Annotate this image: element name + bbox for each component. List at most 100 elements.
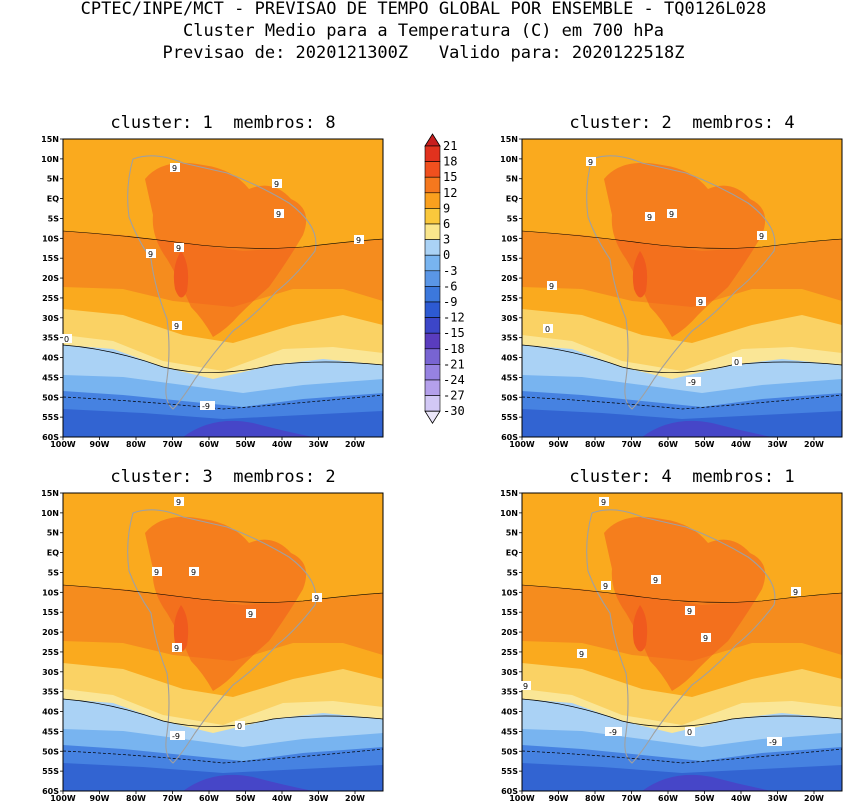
lat-tick-label: 25S — [42, 294, 59, 303]
colorbar-swatch — [424, 145, 441, 162]
lat-tick-label: 15S — [501, 254, 518, 263]
contour-label-text: 9 — [703, 634, 708, 643]
contour-label: 9 — [651, 575, 661, 585]
lat-tick-label: 5N — [47, 529, 59, 538]
lat-tick-label: 60S — [501, 787, 518, 796]
lon-tick-label: 20W — [804, 440, 824, 449]
lat-tick-label: 15N — [41, 135, 59, 144]
lat-tick-label: 55S — [42, 767, 59, 776]
contour-m9 — [63, 748, 383, 764]
colorbar-label: 9 — [443, 201, 450, 215]
lat-tick-label: 60S — [42, 787, 59, 796]
contour-label: 9 — [272, 179, 282, 189]
contour-label-text: 9 — [588, 158, 593, 167]
lat-tick-label: 20S — [501, 628, 518, 637]
lat-tick-label: 10N — [500, 509, 518, 518]
colorbar-label: 18 — [443, 155, 457, 169]
map-panel-2: 9 9 9 9 9 9 0 0 -9 15N 10N 5N EQ 5S 10S 15S 20S 25S 30S 35S… — [500, 135, 843, 449]
lat-tick-label: 5S — [48, 214, 60, 223]
lat-tick-label: 20S — [501, 274, 518, 283]
contour-label-text: 9 — [274, 180, 279, 189]
field-15-core — [173, 251, 189, 298]
contour-label: 9 — [547, 281, 557, 291]
contour-label-text: 9 — [154, 568, 159, 577]
colorbar-label: -27 — [443, 389, 465, 403]
contour-label-text: -9 — [609, 728, 617, 737]
lat-tick-label: 40S — [501, 708, 518, 717]
lon-tick-label: 70W — [163, 794, 183, 803]
contour-label: 9 — [577, 649, 587, 659]
contour-label: -9 — [686, 377, 701, 387]
contour-label-text: 9 — [759, 232, 764, 241]
contour-label: 9 — [172, 643, 182, 653]
contour-label-text: 0 — [687, 728, 692, 737]
lat-tick-label: 35S — [501, 334, 518, 343]
lon-tick-label: 90W — [90, 440, 110, 449]
map-panel-4: 99999999-00-9-915N10N5NEQ5S10S15S20S25S3… — [500, 489, 843, 803]
panel-1-title: cluster: 1 membros: 8 — [110, 113, 336, 133]
lat-tick-label: EQ — [506, 549, 518, 558]
lat-tick-label: 5S — [507, 568, 519, 577]
lat-tick-label: 35S — [501, 688, 518, 697]
contour-label: 9 — [146, 249, 156, 259]
colorbar-swatch — [424, 379, 441, 396]
contour-label-text: 0 — [734, 358, 739, 367]
lat-tick-label: 50S — [501, 747, 518, 756]
contour-label: 0 — [543, 324, 553, 334]
lat-tick-label: 45S — [501, 373, 518, 382]
header-line-2: Cluster Medio para a Temperatura (C) em … — [182, 21, 665, 41]
colorbar-label: -12 — [443, 311, 465, 325]
lat-tick-label: 60S — [501, 433, 518, 442]
lat-tick-label: 5N — [506, 175, 518, 184]
lon-tick-label: 30W — [768, 440, 788, 449]
field-m15-m12 — [642, 774, 772, 791]
contour-label-text: -9 — [202, 402, 210, 411]
colorbar-swatch — [424, 301, 441, 318]
colorbar-swatch — [424, 223, 441, 240]
header-line-3: Previsao de: 2020121300Z Valido para: 20… — [162, 43, 685, 63]
contour-9 — [63, 230, 383, 249]
panel-3-title: cluster: 3 membros: 2 — [110, 467, 336, 487]
field-15-core — [632, 251, 648, 298]
contour-label: 9 — [791, 587, 801, 597]
lat-tick-label: 25S — [501, 294, 518, 303]
lat-tick-label: 5S — [507, 214, 519, 223]
lat-tick-label: 10S — [501, 234, 518, 243]
lon-tick-label: 90W — [90, 794, 110, 803]
lon-tick-label: 30W — [309, 794, 329, 803]
lat-tick-label: 15N — [500, 489, 518, 498]
lon-tick-label: 40W — [272, 794, 292, 803]
lat-tick-label: 40S — [42, 708, 59, 717]
lat-tick-label: 10N — [500, 155, 518, 164]
contour-label-text: 9 — [176, 498, 181, 507]
colorbar-swatch — [424, 208, 441, 225]
colorbar-swatch — [424, 254, 441, 272]
map-frame — [62, 138, 384, 438]
colorbar-label: -30 — [443, 404, 465, 418]
contour-label-text: 0 — [237, 722, 242, 731]
contour-label-text: 9 — [793, 588, 798, 597]
lon-tick-label: 100W — [509, 794, 535, 803]
contour-m9 — [522, 748, 842, 764]
lat-tick-label: 30S — [501, 668, 518, 677]
contour-label-text: 9 — [698, 298, 703, 307]
colorbar-label: -6 — [443, 279, 457, 293]
lon-tick-label: 50W — [695, 794, 715, 803]
contour-0 — [522, 344, 842, 373]
contour-label-text: 9 — [687, 607, 692, 616]
panel-4-title: cluster: 4 membros: 1 — [569, 467, 795, 487]
colorbar-bottom-arrow — [424, 410, 441, 424]
contour-label: 9 — [189, 567, 199, 577]
lon-tick-label: 40W — [731, 794, 751, 803]
colorbar-swatch — [424, 161, 441, 178]
lat-tick-label: EQ — [47, 195, 59, 204]
lat-tick-label: 10N — [41, 155, 59, 164]
contour-label-text: 9 — [148, 250, 153, 259]
colorbar-label: -18 — [443, 342, 465, 356]
contour-label-text: 9 — [176, 244, 181, 253]
contour-label: 9 — [170, 163, 180, 173]
colorbar-label: 3 — [443, 233, 450, 247]
lat-tick-label: 45S — [42, 727, 59, 736]
lon-tick-label: 80W — [126, 794, 146, 803]
